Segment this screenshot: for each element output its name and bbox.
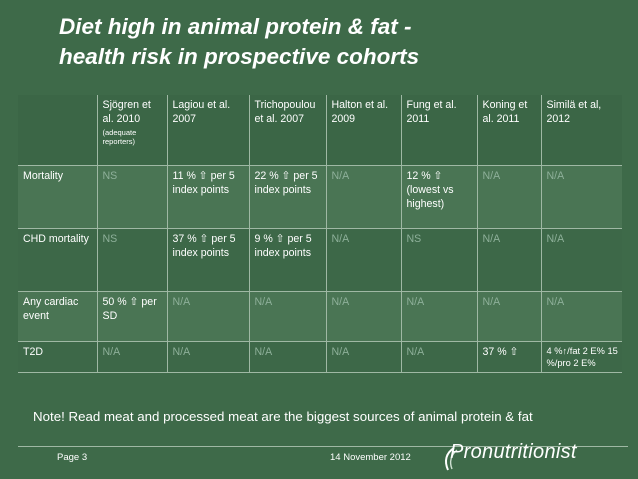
header-cell: Koning et al. 2011 bbox=[477, 95, 542, 166]
header-cell-empty bbox=[18, 95, 98, 166]
table-row: CHD mortality NS 37 % ⇧ per 5 index poin… bbox=[18, 228, 622, 292]
table-cell: 4 %↑/fat 2 E% 15 %/pro 2 E% bbox=[541, 341, 622, 373]
header-study: Lagiou et al. 2007 bbox=[172, 99, 231, 125]
table-cell: 22 % ⇧ per 5 index points bbox=[249, 165, 327, 229]
table-header-row: Sjögren et al. 2010 (adequate reporters)… bbox=[18, 95, 622, 166]
header-study: Trichopoulou et al. 2007 bbox=[254, 99, 316, 125]
header-study-note: (adequate reporters) bbox=[102, 128, 137, 146]
cohort-table: Sjögren et al. 2010 (adequate reporters)… bbox=[18, 95, 622, 373]
table-cell: 37 % ⇧ bbox=[477, 341, 542, 373]
table-cell: NS bbox=[97, 228, 168, 292]
table-row: Mortality NS 11 % ⇧ per 5 index points 2… bbox=[18, 165, 622, 229]
header-study: Koning et al. 2011 bbox=[482, 99, 528, 125]
page-number: Page 3 bbox=[57, 452, 88, 463]
title-line-1: Diet high in animal protein & fat - bbox=[59, 14, 412, 39]
header-cell: Halton et al. 2009 bbox=[326, 95, 402, 166]
logo-swoosh-icon bbox=[445, 447, 458, 471]
table-cell: N/A bbox=[326, 291, 402, 342]
row-label: T2D bbox=[18, 341, 98, 373]
header-cell: Similä et al, 2012 bbox=[541, 95, 622, 166]
header-cell: Lagiou et al. 2007 bbox=[167, 95, 250, 166]
row-label: Any cardiac event bbox=[18, 291, 98, 342]
footnote: Note! Read meat and processed meat are t… bbox=[33, 409, 533, 424]
table-cell: N/A bbox=[541, 228, 622, 292]
header-study: Similä et al, 2012 bbox=[546, 99, 602, 125]
table-cell: 37 % ⇧ per 5 index points bbox=[167, 228, 250, 292]
header-cell: Fung et al. 2011 bbox=[401, 95, 478, 166]
row-label: CHD mortality bbox=[18, 228, 98, 292]
slide-date: 14 November 2012 bbox=[330, 452, 411, 463]
table-cell: 9 % ⇧ per 5 index points bbox=[249, 228, 327, 292]
table-cell: 12 % ⇧ (lowest vs highest) bbox=[401, 165, 478, 229]
header-study: Sjögren et al. 2010 bbox=[102, 99, 151, 125]
table-cell: N/A bbox=[249, 291, 327, 342]
header-study: Fung et al. 2011 bbox=[406, 99, 457, 125]
title-line-2: health risk in prospective cohorts bbox=[59, 44, 420, 69]
table-row: T2D N/A N/A N/A N/A N/A 37 % ⇧ 4 %↑/fat … bbox=[18, 341, 622, 373]
table-cell: N/A bbox=[326, 165, 402, 229]
table-cell: N/A bbox=[326, 228, 402, 292]
table-cell: N/A bbox=[167, 291, 250, 342]
table-cell: N/A bbox=[477, 291, 542, 342]
header-study: Halton et al. 2009 bbox=[331, 99, 389, 125]
slide-title: Diet high in animal protein & fat - heal… bbox=[59, 12, 619, 72]
table-cell: N/A bbox=[541, 165, 622, 229]
table-cell: N/A bbox=[477, 165, 542, 229]
table-cell: 50 % ⇧ per SD bbox=[97, 291, 168, 342]
table-cell: N/A bbox=[401, 291, 478, 342]
table-cell: 11 % ⇧ per 5 index points bbox=[167, 165, 250, 229]
table-cell: NS bbox=[97, 165, 168, 229]
row-label: Mortality bbox=[18, 165, 98, 229]
table-row: Any cardiac event 50 % ⇧ per SD N/A N/A … bbox=[18, 291, 622, 342]
table-cell: NS bbox=[401, 228, 478, 292]
table-cell: N/A bbox=[477, 228, 542, 292]
table-cell: N/A bbox=[97, 341, 168, 373]
table-cell: N/A bbox=[249, 341, 327, 373]
table-cell: N/A bbox=[167, 341, 250, 373]
table-cell: N/A bbox=[541, 291, 622, 342]
header-cell: Sjögren et al. 2010 (adequate reporters) bbox=[97, 95, 168, 166]
table-cell: N/A bbox=[326, 341, 402, 373]
brand-logo: Pronutritionist bbox=[450, 441, 577, 463]
table-cell: N/A bbox=[401, 341, 478, 373]
header-cell: Trichopoulou et al. 2007 bbox=[249, 95, 327, 166]
footer-divider bbox=[18, 446, 628, 447]
